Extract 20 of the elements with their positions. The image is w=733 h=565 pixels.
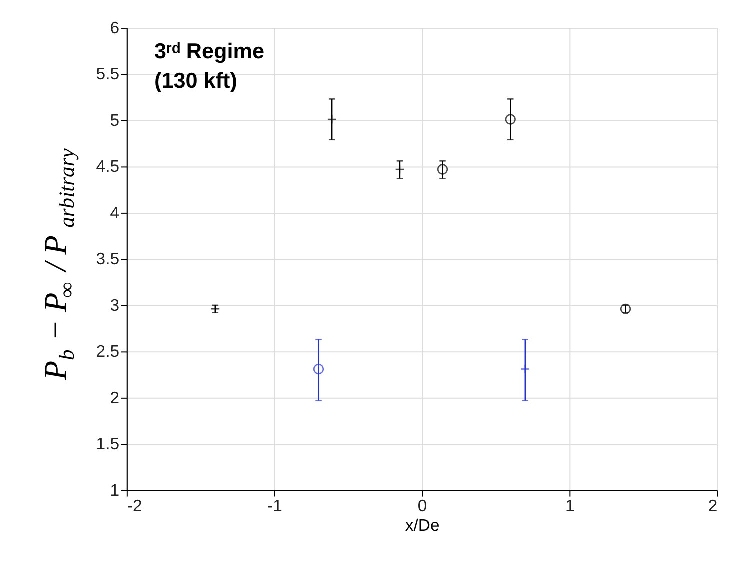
y-tick-label: 6 — [110, 18, 120, 38]
y-tick-label: 5 — [110, 110, 120, 130]
x-tick-label: 0 — [418, 496, 428, 516]
y-tick-label: 1.5 — [96, 434, 120, 454]
x-tick-label: 1 — [566, 496, 575, 516]
y-tick-label: 4.5 — [96, 157, 120, 176]
y-tick-label: 3 — [110, 296, 120, 315]
y-axis-title: Pb − P∞ / Parbitrary — [38, 148, 79, 382]
y-tick-label: 3.5 — [96, 250, 120, 269]
y-tick-label: 2 — [110, 388, 120, 408]
annotation: (130 kft) — [154, 68, 238, 94]
y-tick-label: 5.5 — [96, 64, 120, 84]
y-tick-label: 4 — [110, 203, 120, 222]
x-tick-label: 2 — [708, 496, 718, 516]
x-tick-label: -1 — [268, 496, 282, 516]
annotation: 3ʳᵈ Regime — [154, 38, 265, 64]
y-tick-label: 1 — [110, 480, 120, 500]
x-axis-title: x/De — [405, 516, 440, 536]
y-tick-label: 2.5 — [96, 342, 120, 362]
x-tick-label: -2 — [127, 496, 142, 516]
